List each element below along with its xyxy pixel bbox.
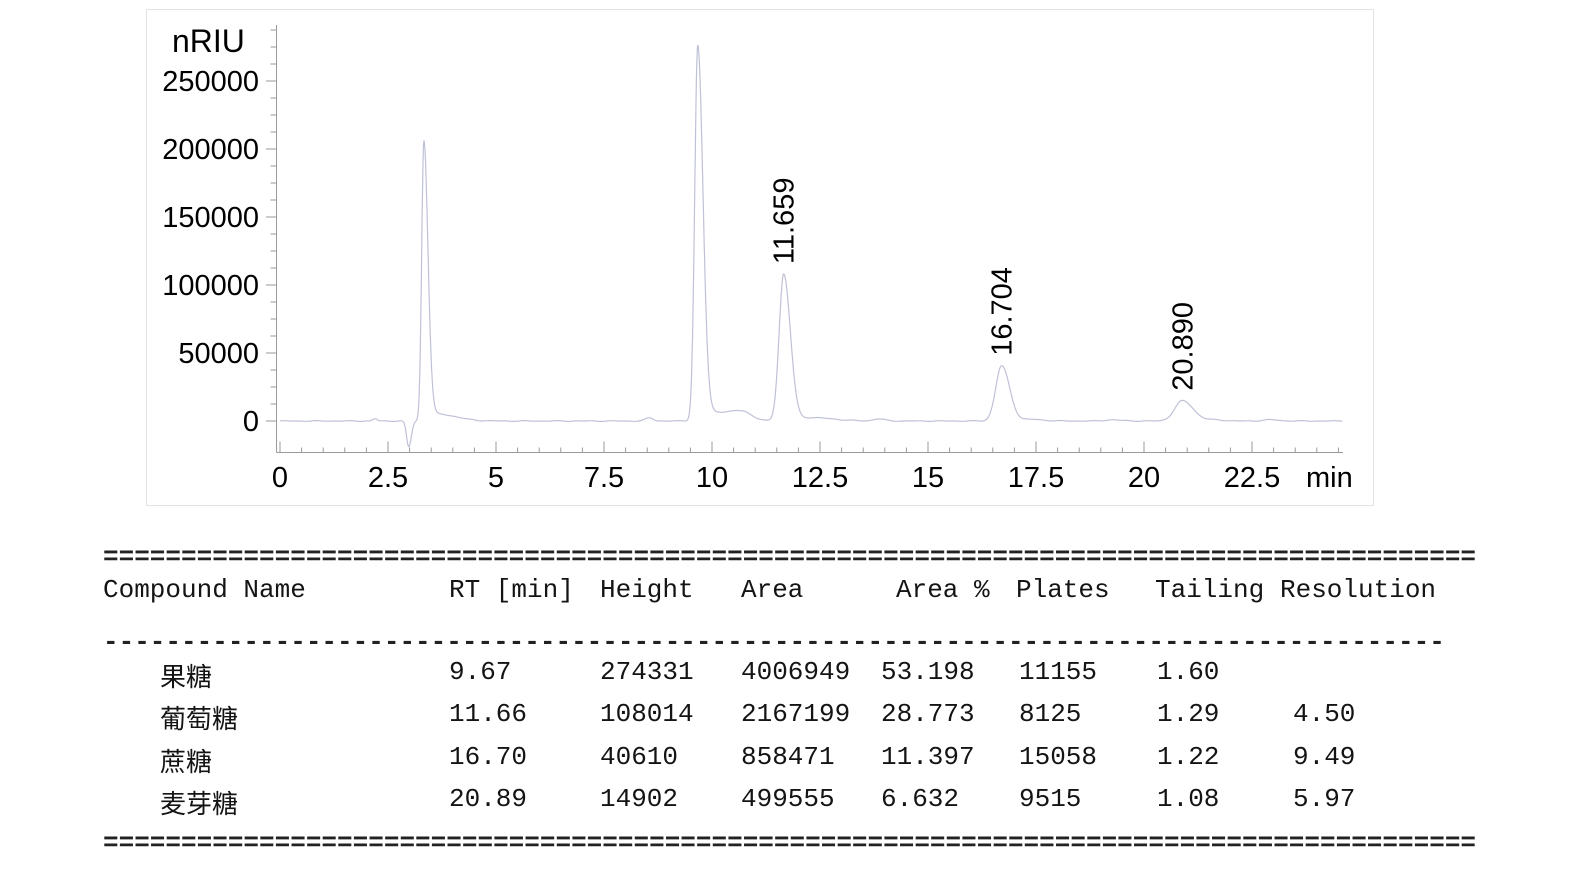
table-row: 麦芽糖 20.89 14902 499555 6.632 9515 1.08 5… bbox=[103, 784, 1523, 827]
peak-rt-label: 20.890 bbox=[1167, 302, 1199, 391]
col-header-height: Height bbox=[600, 575, 694, 605]
plot-frame bbox=[146, 9, 1374, 506]
y-tick-label: 200000 bbox=[162, 134, 259, 166]
cell-area: 4006949 bbox=[741, 657, 851, 687]
col-header-area: Area bbox=[741, 575, 804, 605]
x-tick-label: 7.5 bbox=[584, 462, 624, 494]
x-tick-label: 22.5 bbox=[1224, 462, 1280, 494]
x-tick-label: 20 bbox=[1128, 462, 1160, 494]
cell-resolution: 5.97 bbox=[1293, 784, 1356, 814]
y-tick-label: 150000 bbox=[162, 202, 259, 234]
peak-labels: 11.659 16.704 20.890 bbox=[769, 178, 1200, 391]
cell-rt: 9.67 bbox=[449, 657, 512, 687]
x-axis-unit-label: min bbox=[1306, 462, 1353, 494]
cell-plates: 9515 bbox=[1019, 784, 1082, 814]
table-rule-top: ========================================… bbox=[103, 542, 1477, 572]
y-axis-unit-label: nRIU bbox=[172, 23, 245, 59]
cell-tailing: 1.60 bbox=[1157, 657, 1220, 687]
y-tick-label: 100000 bbox=[162, 270, 259, 302]
cell-plates: 11155 bbox=[1019, 657, 1098, 687]
table-row: 葡萄糖 11.66 108014 2167199 28.773 8125 1.2… bbox=[103, 699, 1523, 742]
results-table: ========================================… bbox=[103, 528, 1523, 858]
x-tick-label: 17.5 bbox=[1008, 462, 1064, 494]
x-tick-label: 5 bbox=[488, 462, 504, 494]
cell-rt: 11.66 bbox=[449, 699, 528, 729]
table-header-row: Compound Name RT [min] Height Area Area … bbox=[103, 575, 1523, 618]
cell-area-pct: 53.198 bbox=[881, 657, 975, 687]
cell-plates: 15058 bbox=[1019, 742, 1098, 772]
cell-tailing: 1.29 bbox=[1157, 699, 1220, 729]
cell-area-pct: 28.773 bbox=[881, 699, 975, 729]
axis-tick-labels: 0 50000 100000 150000 200000 250000 0 2.5 5 7.5 10… bbox=[162, 23, 1353, 494]
cell-height: 108014 bbox=[600, 699, 694, 729]
table-rule-header-separator: ----------------------------------------… bbox=[103, 627, 1445, 657]
cell-compound-name: 蔗糖 bbox=[160, 749, 213, 779]
col-header-plates: Plates bbox=[1016, 575, 1110, 605]
x-tick-label: 0 bbox=[272, 462, 288, 494]
chromatogram-trace bbox=[280, 44, 1343, 448]
axes bbox=[266, 25, 1343, 453]
x-tick-label: 10 bbox=[696, 462, 728, 494]
col-header-resolution: Resolution bbox=[1280, 575, 1437, 605]
chromatogram-plot: 0 50000 100000 150000 200000 250000 0 2.5 5 7.5 10… bbox=[146, 9, 1374, 506]
cell-height: 40610 bbox=[600, 742, 679, 772]
table-row: 果糖 9.67 274331 4006949 53.198 11155 1.60 bbox=[103, 657, 1523, 700]
col-header-area-pct: Area % bbox=[896, 575, 990, 605]
y-tick-label: 0 bbox=[243, 406, 259, 438]
y-tick-label: 250000 bbox=[162, 66, 259, 98]
cell-tailing: 1.08 bbox=[1157, 784, 1220, 814]
cell-area: 499555 bbox=[741, 784, 835, 814]
cell-height: 274331 bbox=[600, 657, 694, 687]
cell-area: 2167199 bbox=[741, 699, 851, 729]
cell-compound-name: 葡萄糖 bbox=[160, 706, 239, 736]
table-row: 蔗糖 16.70 40610 858471 11.397 15058 1.22 … bbox=[103, 742, 1523, 785]
cell-area-pct: 6.632 bbox=[881, 784, 960, 814]
cell-plates: 8125 bbox=[1019, 699, 1082, 729]
x-tick-label: 15 bbox=[912, 462, 944, 494]
peak-rt-label: 16.704 bbox=[987, 267, 1019, 356]
x-tick-label: 2.5 bbox=[368, 462, 408, 494]
cell-resolution: 4.50 bbox=[1293, 699, 1356, 729]
col-header-compound-name: Compound Name bbox=[103, 575, 306, 605]
y-tick-label: 50000 bbox=[178, 338, 259, 370]
cell-rt: 16.70 bbox=[449, 742, 528, 772]
cell-rt: 20.89 bbox=[449, 784, 528, 814]
col-header-tailing: Tailing bbox=[1155, 575, 1265, 605]
cell-area: 858471 bbox=[741, 742, 835, 772]
cell-tailing: 1.22 bbox=[1157, 742, 1220, 772]
cell-height: 14902 bbox=[600, 784, 679, 814]
peak-rt-label: 11.659 bbox=[769, 178, 801, 265]
table-rule-bottom: ========================================… bbox=[103, 828, 1477, 858]
cell-compound-name: 麦芽糖 bbox=[160, 791, 239, 821]
cell-compound-name: 果糖 bbox=[160, 664, 213, 694]
col-header-rt: RT [min] bbox=[449, 575, 574, 605]
x-tick-label: 12.5 bbox=[792, 462, 848, 494]
cell-area-pct: 11.397 bbox=[881, 742, 975, 772]
cell-resolution: 9.49 bbox=[1293, 742, 1356, 772]
